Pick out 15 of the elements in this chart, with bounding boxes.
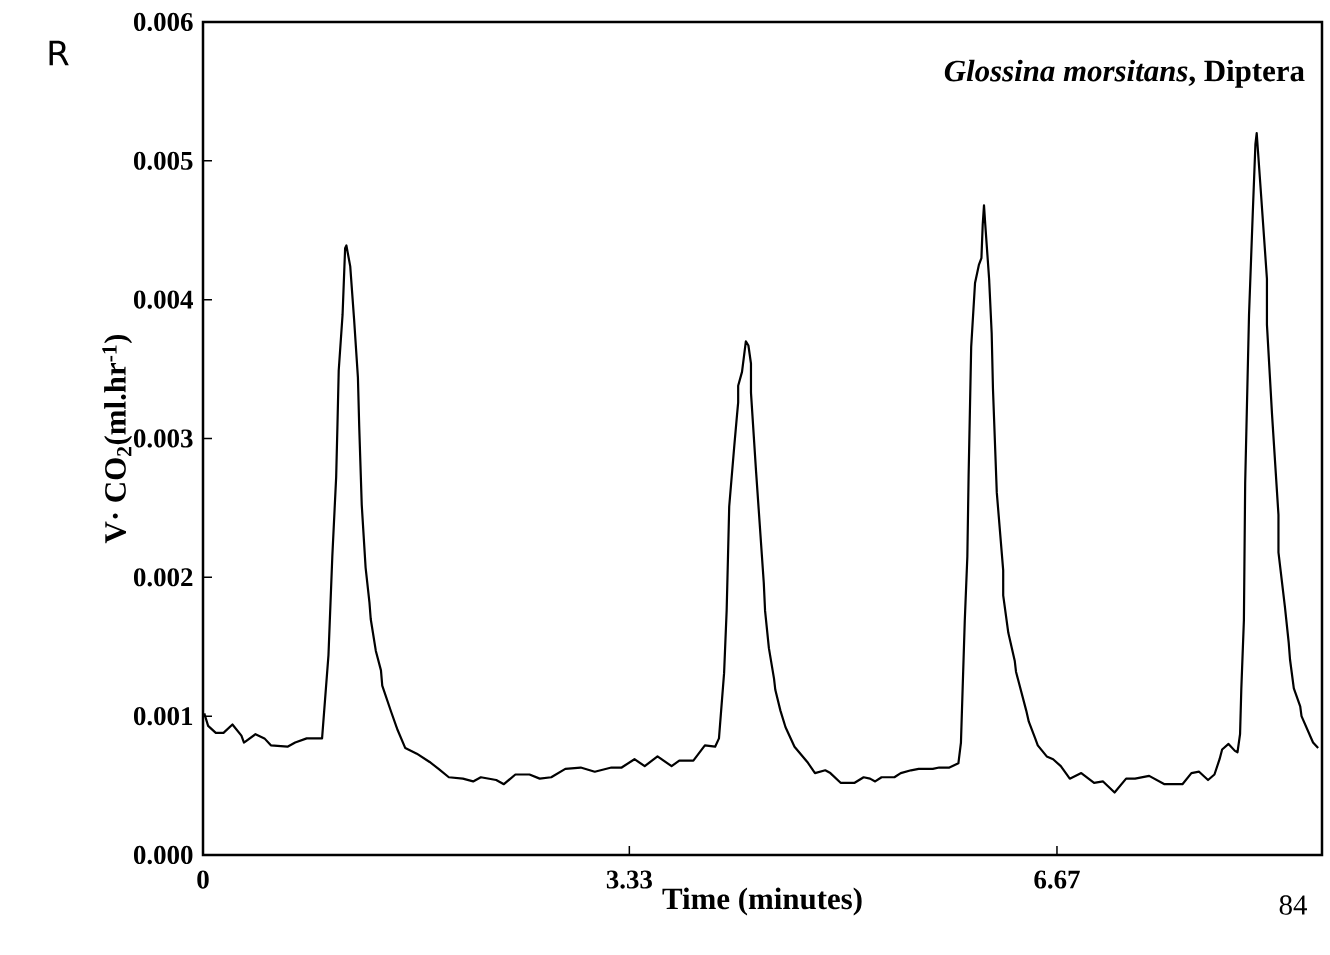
y-tick-label: 0.003 bbox=[133, 429, 193, 448]
text: R bbox=[49, 40, 69, 66]
x-tick-label: 6.67 bbox=[1034, 870, 1080, 889]
text: 84 bbox=[1279, 895, 1308, 915]
y-axis-title: V· CO$_{2}$(ml.hr$^{-1}$) bbox=[102, 334, 133, 544]
x-tick-label: 3.33 bbox=[606, 870, 652, 889]
x-axis-title: Time (minutes) bbox=[662, 887, 862, 916]
y-tick-label: 0.002 bbox=[133, 568, 193, 587]
y-tick-label: 0.006 bbox=[133, 12, 193, 32]
x-tick-label: 0 bbox=[197, 870, 209, 889]
text: Glossina morsitans, Diptera bbox=[944, 59, 1305, 88]
y-tick-label: 0.000 bbox=[133, 845, 193, 865]
y-tick-label: 0.005 bbox=[133, 151, 193, 170]
y-tick-label: 0.004 bbox=[133, 290, 193, 309]
y-tick-label: 0.001 bbox=[133, 707, 193, 726]
